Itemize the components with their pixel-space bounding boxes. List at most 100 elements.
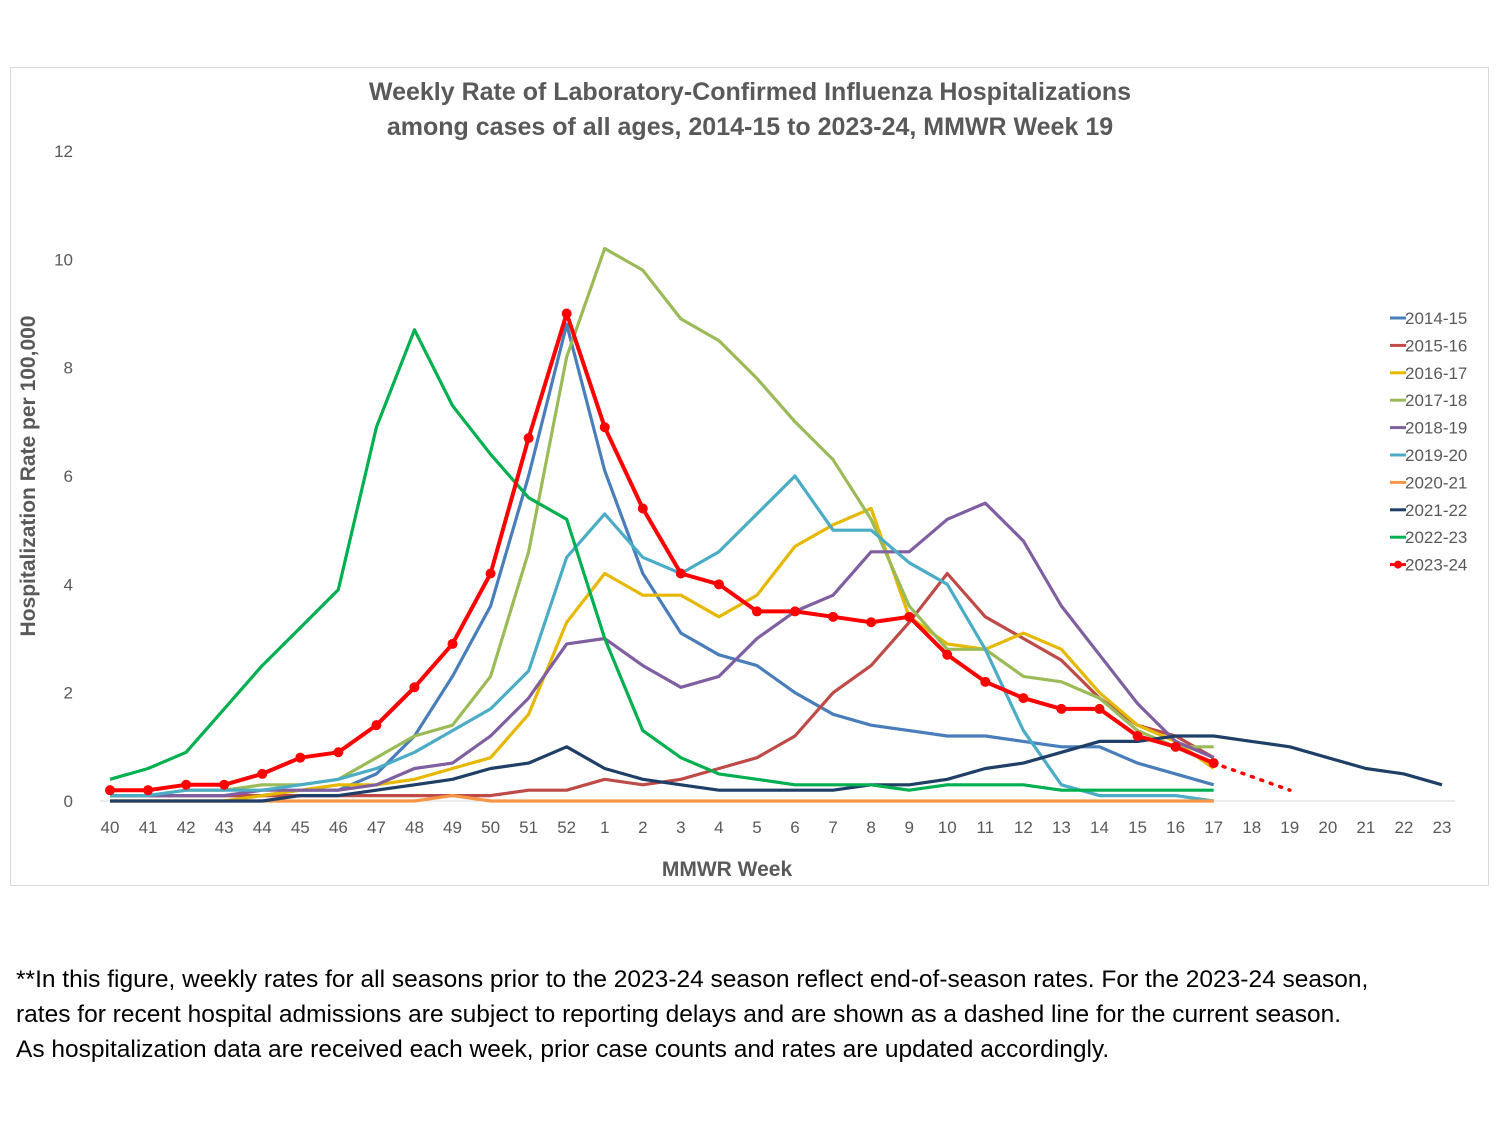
legend-label: 2017-18 bbox=[1405, 391, 1467, 410]
y-tick-label: 4 bbox=[64, 575, 73, 594]
data-point-2023-24 bbox=[219, 779, 230, 790]
x-tick-label: 14 bbox=[1090, 818, 1109, 837]
data-point-2023-24 bbox=[295, 752, 306, 763]
x-tick-label: 51 bbox=[519, 818, 538, 837]
x-tick-label: 15 bbox=[1128, 818, 1147, 837]
x-tick-label: 47 bbox=[367, 818, 386, 837]
x-tick-label: 5 bbox=[752, 818, 761, 837]
chart-title-line-2: among cases of all ages, 2014-15 to 2023… bbox=[387, 113, 1113, 141]
x-tick-label: 46 bbox=[329, 818, 348, 837]
legend-label: 2020-21 bbox=[1405, 473, 1467, 492]
y-tick-label: 2 bbox=[64, 684, 73, 703]
line-chart: Weekly Rate of Laboratory-Confirmed Infl… bbox=[17, 78, 1467, 881]
data-point-2023-24 bbox=[1170, 741, 1181, 752]
x-tick-label: 17 bbox=[1204, 818, 1223, 837]
x-tick-label: 7 bbox=[828, 818, 837, 837]
data-point-2023-24 bbox=[751, 606, 762, 617]
data-point-2023-24 bbox=[371, 720, 382, 731]
y-tick-label: 0 bbox=[64, 792, 73, 811]
data-point-2023-24 bbox=[866, 617, 877, 628]
x-tick-label: 13 bbox=[1052, 818, 1071, 837]
legend-marker bbox=[1394, 560, 1402, 569]
x-tick-label: 44 bbox=[253, 818, 272, 837]
data-point-2023-24 bbox=[181, 779, 192, 790]
legend-label: 2016-17 bbox=[1405, 364, 1467, 383]
x-tick-label: 43 bbox=[215, 818, 234, 837]
series-line-2014-15 bbox=[110, 322, 1215, 798]
data-point-2023-24 bbox=[1132, 731, 1143, 741]
series-line-2021-22 bbox=[110, 734, 1443, 803]
x-tick-label: 8 bbox=[866, 818, 875, 837]
x-tick-label: 9 bbox=[904, 818, 913, 837]
legend-label: 2014-15 bbox=[1405, 309, 1467, 328]
legend-label: 2019-20 bbox=[1405, 446, 1467, 465]
chart-title-line-1: Weekly Rate of Laboratory-Confirmed Infl… bbox=[369, 78, 1131, 106]
legend-label: 2022-23 bbox=[1405, 528, 1467, 547]
x-tick-label: 22 bbox=[1394, 818, 1413, 837]
data-point-2023-24 bbox=[485, 568, 496, 579]
x-tick-label: 3 bbox=[676, 818, 685, 837]
footnote-line-1: **In this figure, weekly rates for all s… bbox=[16, 966, 1369, 993]
data-point-2023-24 bbox=[333, 747, 344, 758]
x-tick-label: 12 bbox=[1014, 818, 1033, 837]
x-tick-label: 18 bbox=[1242, 818, 1261, 837]
data-point-2023-24 bbox=[523, 433, 534, 444]
data-point-2023-24 bbox=[105, 785, 115, 796]
data-point-2023-24 bbox=[447, 638, 458, 649]
data-point-2023-24 bbox=[942, 649, 953, 660]
data-point-2023-24 bbox=[599, 422, 610, 433]
footnote-line-3: As hospitalization data are received eac… bbox=[16, 1036, 1110, 1063]
x-tick-label: 19 bbox=[1280, 818, 1299, 837]
x-tick-label: 41 bbox=[139, 818, 158, 837]
legend-label: 2018-19 bbox=[1405, 419, 1467, 438]
data-point-2023-24 bbox=[675, 568, 686, 579]
x-axis-title: MMWR Week bbox=[662, 858, 793, 881]
data-point-2023-24 bbox=[713, 579, 724, 590]
data-point-2023-24 bbox=[828, 611, 839, 622]
y-tick-label: 8 bbox=[64, 359, 73, 378]
legend: 2014-15 2015-16 2016-17 2017-18 2018-19 2019-… bbox=[1390, 309, 1467, 575]
x-tick-label: 23 bbox=[1433, 818, 1452, 837]
data-point-2023-24 bbox=[790, 606, 801, 617]
series-line-2023-24 bbox=[110, 311, 1215, 793]
x-tick-label: 6 bbox=[790, 818, 799, 837]
x-tick-label: 11 bbox=[976, 818, 994, 837]
data-point-2023-24 bbox=[1018, 693, 1029, 704]
series-line-2019-20 bbox=[110, 474, 1214, 803]
x-tick-label: 10 bbox=[938, 818, 957, 837]
footnote-line-2: rates for recent hospital admissions are… bbox=[16, 1001, 1342, 1028]
chart-frame bbox=[10, 67, 1489, 886]
x-tick-label: 40 bbox=[101, 818, 120, 837]
x-tick-label: 49 bbox=[443, 818, 462, 837]
data-point-2023-24 bbox=[257, 768, 268, 779]
x-tick-label: 20 bbox=[1318, 818, 1337, 837]
x-tick-label: 21 bbox=[1356, 818, 1375, 837]
series-line-2018-19 bbox=[110, 501, 1215, 798]
series-line-2017-18 bbox=[110, 246, 1214, 798]
x-tick-label: 1 bbox=[600, 818, 609, 837]
x-tick-label: 42 bbox=[177, 818, 196, 837]
x-tick-label: 45 bbox=[291, 818, 310, 837]
series-projection-2023-24 bbox=[1211, 761, 1292, 792]
x-tick-label: 48 bbox=[405, 818, 424, 837]
data-point-2023-24 bbox=[561, 308, 572, 319]
data-point-2023-24 bbox=[409, 682, 420, 693]
footnote: **In this figure, weekly rates for all s… bbox=[16, 962, 1496, 1067]
data-point-2023-24 bbox=[904, 611, 915, 622]
data-point-2023-24 bbox=[980, 676, 991, 687]
legend-label: 2023-24 bbox=[1405, 556, 1467, 575]
x-tick-label: 16 bbox=[1166, 818, 1185, 837]
legend-label: 2021-22 bbox=[1405, 501, 1467, 520]
y-tick-label: 10 bbox=[54, 250, 73, 269]
x-tick-label: 2 bbox=[638, 818, 647, 837]
y-tick-label: 12 bbox=[54, 142, 73, 161]
x-tick-label: 4 bbox=[714, 818, 723, 837]
series-line-2015-16 bbox=[110, 571, 1215, 798]
y-axis-title: Hospitalization Rate per 100,000 bbox=[17, 316, 40, 637]
x-tick-label: 50 bbox=[481, 818, 500, 837]
series-line-2020-21 bbox=[110, 793, 1214, 803]
data-point-2023-24 bbox=[1056, 703, 1067, 714]
legend-label: 2015-16 bbox=[1405, 336, 1467, 355]
data-point-2023-24 bbox=[143, 785, 154, 796]
y-tick-label: 6 bbox=[64, 467, 73, 486]
